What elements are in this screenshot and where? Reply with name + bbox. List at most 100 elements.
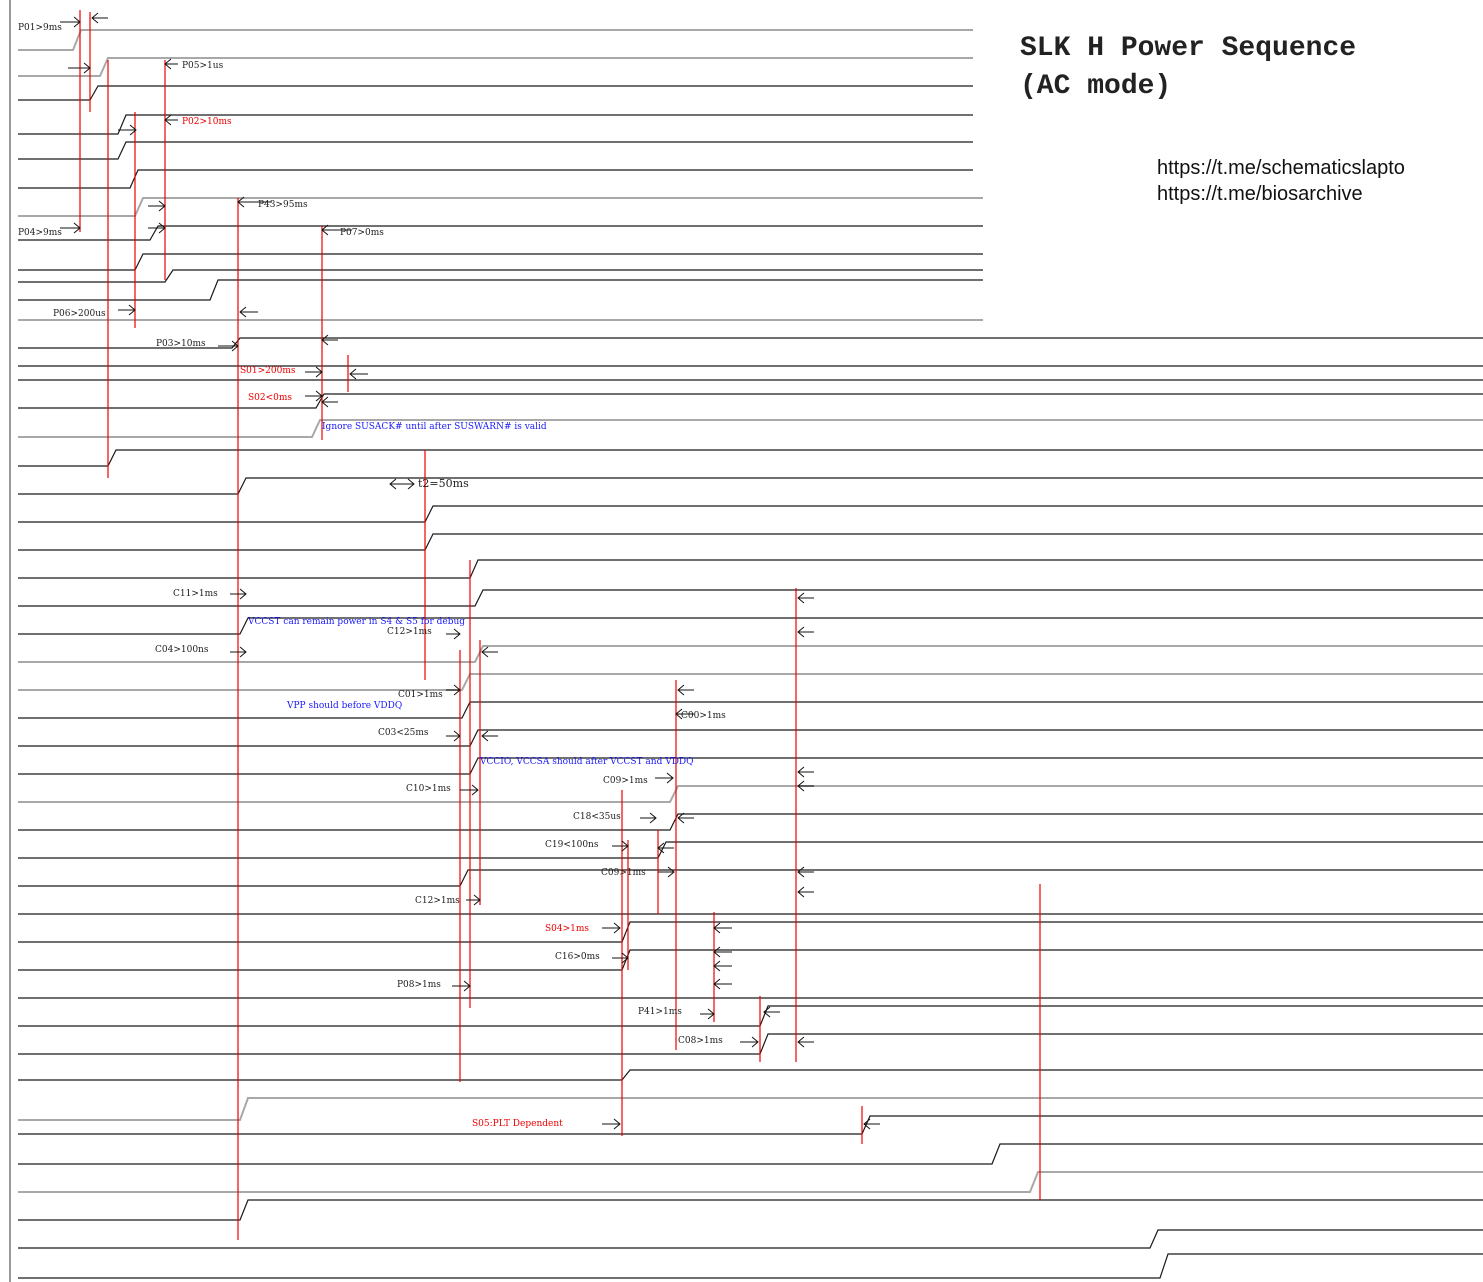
timing-label: C00>1ms — [681, 711, 726, 721]
title-line-2: (AC mode) — [1020, 71, 1172, 102]
arrow-head — [239, 306, 247, 318]
arrow-head — [83, 62, 91, 74]
signal-line — [18, 1005, 1483, 1027]
source-links: https://t.me/schematicslapto https://t.m… — [1157, 155, 1405, 207]
arrow-head — [239, 588, 247, 600]
arrow-head — [797, 592, 805, 604]
timing-arrow — [740, 1036, 759, 1048]
signal-line — [18, 729, 1483, 747]
timing-arrow — [446, 684, 461, 696]
timing-arrow — [797, 1036, 814, 1048]
timing-arrow — [677, 684, 694, 696]
timing-arrow — [321, 334, 338, 346]
arrow-head — [797, 766, 805, 778]
signal-line — [18, 1229, 1483, 1249]
arrow-head — [321, 396, 329, 408]
arrow-head — [473, 894, 481, 906]
signal-line — [18, 757, 1483, 775]
arrow-head — [667, 866, 675, 878]
timing-arrow — [148, 222, 166, 234]
timing-label: C11>1ms — [173, 589, 218, 599]
timing-arrow — [118, 124, 137, 136]
arrow-head — [128, 304, 136, 316]
timing-label: S02<0ms — [248, 393, 292, 403]
arrow-head — [713, 960, 721, 972]
timing-arrow — [602, 922, 621, 934]
timing-arrow — [321, 396, 338, 408]
timing-arrow — [797, 766, 814, 778]
timing-arrow — [863, 1118, 880, 1130]
timing-markers — [79, 10, 1041, 1240]
signal-line — [18, 225, 983, 241]
arrow-head — [315, 390, 323, 402]
timing-arrow — [677, 812, 694, 824]
arrow-head — [481, 730, 489, 742]
timing-arrow — [713, 946, 732, 958]
timing-label: S04>1ms — [545, 924, 589, 934]
timing-label: C08>1ms — [678, 1036, 723, 1046]
arrow-head — [713, 922, 721, 934]
signal-line — [18, 869, 1483, 887]
timing-arrow — [797, 866, 814, 878]
timing-label: C19<100ns — [545, 840, 599, 850]
arrow-head — [453, 730, 461, 742]
signal-waveforms — [18, 29, 1483, 1279]
timing-arrow — [118, 304, 136, 316]
arrow-head — [453, 628, 461, 640]
signal-line — [18, 1171, 1483, 1193]
timing-arrow — [148, 200, 166, 212]
arrow-head — [389, 478, 397, 490]
timing-label: P02>10ms — [182, 117, 232, 127]
arrow-head — [863, 1118, 871, 1130]
arrow-head — [797, 780, 805, 792]
annotation-notes: Ignore SUSACK# until after SUSWARN# is v… — [247, 422, 694, 767]
arrow-head — [315, 366, 323, 378]
signal-line — [18, 114, 973, 135]
timing-arrow — [164, 114, 178, 126]
timing-label: C12>1ms — [387, 627, 432, 637]
timing-label: C03<25ms — [378, 728, 429, 738]
arrow-head — [239, 646, 247, 658]
arrow-head — [675, 708, 683, 720]
timing-arrow — [657, 842, 674, 854]
timing-label: P08>1ms — [397, 980, 441, 990]
timing-arrow — [305, 366, 323, 378]
arrow-head — [231, 340, 239, 352]
note: Ignore SUSACK# until after SUSWARN# is v… — [322, 422, 547, 432]
link-text: https://t.me/schematicslapto — [1157, 157, 1405, 179]
timing-arrow — [460, 784, 479, 796]
timing-label: C10>1ms — [406, 784, 451, 794]
timing-label: P01>9ms — [18, 23, 62, 33]
timing-arrow — [763, 1006, 780, 1018]
signal-line — [18, 253, 983, 271]
timing-label: S05:PLT Dependent — [472, 1119, 563, 1129]
timing-arrow — [321, 224, 352, 236]
signal-line — [18, 1143, 1483, 1165]
timing-arrow — [797, 592, 814, 604]
arrow-head — [321, 334, 329, 346]
arrow-head — [613, 1118, 621, 1130]
signal-line — [18, 279, 983, 301]
signal-line — [18, 533, 1483, 551]
timing-arrow — [68, 62, 91, 74]
arrow-head — [237, 196, 245, 208]
timing-label: C09>1ms — [603, 776, 648, 786]
arrow-head — [677, 812, 685, 824]
arrow-head — [677, 684, 685, 696]
timing-arrow — [658, 866, 675, 878]
timing-labels: P01>9ms P05>1us P02>10ms P43>95ms P04>9m… — [18, 23, 726, 1129]
timing-arrow — [655, 772, 674, 784]
timing-arrow — [452, 980, 471, 992]
arrow-head — [349, 368, 357, 380]
signal-line — [18, 169, 973, 189]
arrow-head — [657, 842, 665, 854]
timing-arrow — [481, 730, 498, 742]
signal-line — [18, 589, 1483, 607]
signal-line — [18, 477, 1483, 495]
note: VCCIO, VCCSA should after VCCST and VDDQ — [479, 757, 694, 767]
arrow-head — [73, 16, 81, 28]
signal-line — [18, 559, 1483, 579]
timing-arrow — [612, 840, 629, 852]
arrow-head — [91, 12, 99, 24]
